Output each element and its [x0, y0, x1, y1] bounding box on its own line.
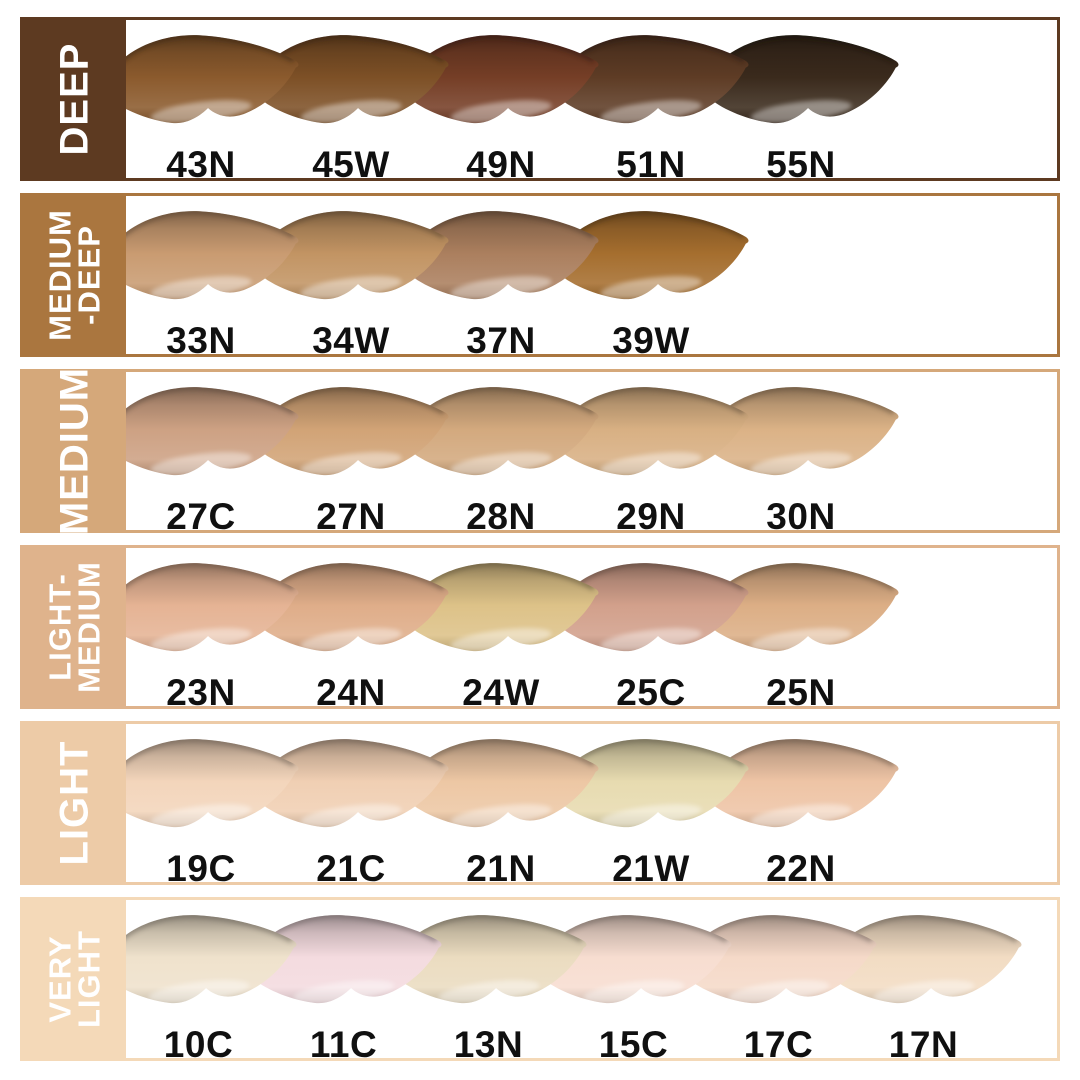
shade-code-label: 30N	[766, 496, 836, 530]
category-label-line: VERY	[41, 935, 77, 1023]
shade-code-label: 25N	[766, 672, 836, 706]
shade-cell: 24W	[401, 548, 599, 706]
category-label-line: LIGHT	[52, 740, 97, 866]
shade-smear-icon	[551, 563, 749, 652]
category-sidebar: MEDIUM	[23, 367, 126, 535]
shade-code-label: 17C	[743, 1024, 814, 1058]
category-label-line: DEEP	[52, 42, 97, 156]
shade-code-label: 21C	[316, 848, 386, 882]
shade-smear-icon	[126, 563, 299, 652]
shade-code-label: 43N	[166, 144, 236, 178]
category-label: LIGHT	[52, 740, 97, 866]
swatch-strip: 23N 24N 24W 25C 25N	[126, 548, 1057, 706]
shade-cell: 33N	[126, 196, 299, 354]
shade-cell: 49N	[401, 20, 599, 178]
shade-cell: 10C	[126, 900, 296, 1058]
category-label-line: MEDIUM	[41, 209, 77, 341]
shade-smear-icon	[251, 35, 449, 124]
swatch-strip: 27C 27N 28N 29N 30N	[126, 372, 1057, 530]
shade-code-label: 21N	[466, 848, 536, 882]
shade-row-very-light: VERY LIGHT 10C 11C 13N 15C 17C 17N	[20, 897, 1060, 1061]
shade-row-light-medium: LIGHT- MEDIUM 23N 24N 24W 25C 25N	[20, 545, 1060, 709]
shade-code-label: 45W	[312, 144, 390, 178]
category-sidebar: VERY LIGHT	[23, 900, 126, 1058]
shade-smear-icon	[823, 915, 1022, 1004]
shade-code-label: 15C	[598, 1024, 669, 1058]
shade-smear-icon	[251, 739, 449, 828]
category-sidebar: DEEP	[23, 20, 126, 178]
swatch-strip: 19C 21C 21N 21W 22N	[126, 724, 1057, 882]
category-label: MEDIUM -DEEP	[41, 209, 106, 341]
shade-cell: 13N	[388, 900, 587, 1058]
shade-code-label: 25C	[616, 672, 686, 706]
shade-code-label: 19C	[166, 848, 236, 882]
shade-code-label: 28N	[466, 496, 536, 530]
shade-code-label: 49N	[466, 144, 536, 178]
shade-smear-icon	[126, 211, 299, 300]
category-label-line: -DEEP	[70, 225, 106, 325]
shade-code-label: 22N	[766, 848, 836, 882]
category-label: MEDIUM	[52, 366, 97, 536]
shade-cell: 17N	[823, 900, 1022, 1058]
shade-code-label: 21W	[612, 848, 690, 882]
category-label: LIGHT- MEDIUM	[41, 561, 106, 693]
shade-row-medium: MEDIUM 27C 27N 28N 29N 30N	[20, 367, 1060, 535]
swatch-strip: 33N 34W 37N 39W	[126, 196, 1057, 354]
category-sidebar: LIGHT- MEDIUM	[23, 548, 126, 706]
shade-cell: 23N	[126, 548, 299, 706]
shade-cell: 21C	[251, 724, 449, 882]
shade-cell: 19C	[126, 724, 299, 882]
shade-code-label: 23N	[166, 672, 236, 706]
shade-chart: DEEP 43N 45W 49N 51N 55N MEDIUM -DEEP 33N 34W 37N 3…	[20, 17, 1060, 1061]
shade-cell: 45W	[251, 20, 449, 178]
shade-cell: 39W	[551, 196, 749, 354]
shade-code-label: 55N	[766, 144, 836, 178]
swatch-strip: 10C 11C 13N 15C 17C 17N	[126, 900, 1057, 1058]
shade-code-label: 27C	[166, 496, 236, 530]
shade-row-deep: DEEP 43N 45W 49N 51N 55N	[20, 17, 1060, 181]
category-label-line: MEDIUM	[70, 561, 106, 693]
shade-code-label: 39W	[612, 320, 690, 354]
shade-cell: 43N	[126, 20, 299, 178]
shade-smear-icon	[126, 915, 296, 1004]
shade-smear-icon	[126, 387, 299, 476]
category-label-line: MEDIUM	[52, 366, 97, 536]
shade-cell: 27C	[126, 372, 299, 530]
shade-code-label: 34W	[312, 320, 390, 354]
shade-code-label: 11C	[309, 1024, 378, 1058]
shade-smear-icon	[551, 211, 749, 300]
shade-cell: 51N	[551, 20, 749, 178]
shade-cell: 27N	[251, 372, 449, 530]
swatch-strip: 43N 45W 49N 51N 55N	[126, 20, 1057, 178]
shade-smear-icon	[126, 35, 299, 124]
category-label-line: LIGHT	[70, 930, 106, 1028]
category-label: DEEP	[52, 42, 97, 156]
shade-row-medium-deep: MEDIUM -DEEP 33N 34W 37N 39W	[20, 193, 1060, 357]
shade-row-light: LIGHT 19C 21C 21N 21W 22N	[20, 721, 1060, 885]
shade-code-label: 29N	[616, 496, 686, 530]
category-sidebar: MEDIUM -DEEP	[23, 196, 126, 354]
shade-cell: 25C	[551, 548, 749, 706]
shade-code-label: 17N	[888, 1024, 959, 1058]
shade-cell: 28N	[401, 372, 599, 530]
shade-cell: 21W	[551, 724, 749, 882]
shade-code-label: 51N	[616, 144, 686, 178]
shade-cell: 30N	[701, 372, 899, 530]
shade-cell: 37N	[401, 196, 599, 354]
shade-smear-icon	[126, 739, 299, 828]
shade-code-label: 10C	[163, 1024, 234, 1058]
shade-code-label: 13N	[453, 1024, 524, 1058]
shade-smear-icon	[401, 35, 599, 124]
shade-code-label: 24W	[462, 672, 540, 706]
shade-code-label: 33N	[166, 320, 236, 354]
category-sidebar: LIGHT	[23, 724, 126, 882]
shade-code-label: 24N	[316, 672, 386, 706]
category-label: VERY LIGHT	[41, 930, 106, 1028]
category-label-line: LIGHT-	[41, 573, 77, 681]
shade-code-label: 27N	[316, 496, 386, 530]
shade-code-label: 37N	[466, 320, 536, 354]
